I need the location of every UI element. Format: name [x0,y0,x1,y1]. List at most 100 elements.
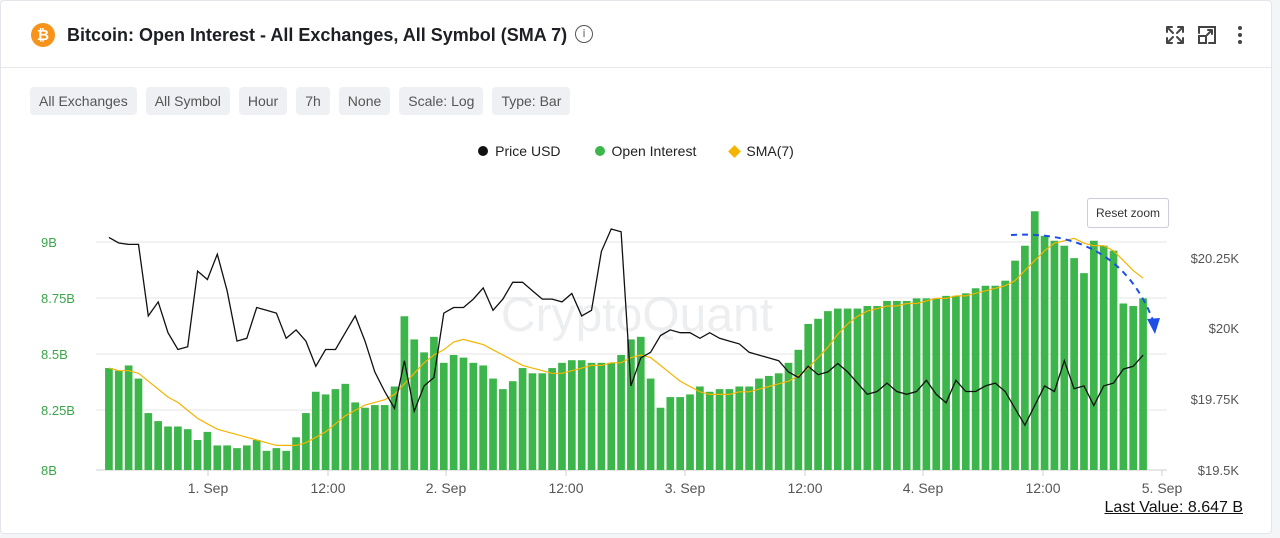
open-interest-bar[interactable] [1070,258,1078,470]
open-interest-bar[interactable] [893,300,901,470]
open-interest-bar[interactable] [390,386,399,470]
open-interest-bar[interactable] [242,445,251,470]
open-interest-bar[interactable] [272,448,281,470]
open-interest-bar[interactable] [1030,211,1039,470]
open-interest-bar[interactable] [351,402,359,470]
filter-range[interactable]: 7h [296,87,330,115]
filter-chart-type[interactable]: Type: Bar [492,87,571,115]
open-interest-bar[interactable] [617,354,625,470]
open-interest-bar[interactable] [469,362,478,470]
open-interest-bar[interactable] [410,339,419,470]
open-interest-bar[interactable] [371,405,379,470]
open-interest-bar[interactable] [942,295,950,470]
open-interest-bar[interactable] [252,440,261,470]
open-interest-bar[interactable] [1099,245,1108,470]
open-interest-bar[interactable] [459,357,468,470]
open-interest-bar[interactable] [627,339,635,470]
open-interest-bar[interactable] [183,429,192,470]
legend-item-price[interactable]: Price USD [478,143,561,159]
open-interest-bar[interactable] [764,375,773,470]
open-interest-bar[interactable] [735,386,744,470]
info-icon[interactable]: i [575,25,593,43]
open-interest-bar[interactable] [587,362,596,470]
open-interest-bar[interactable] [784,362,793,470]
open-interest-bar[interactable] [883,300,891,470]
open-interest-bar[interactable] [1001,280,1010,470]
open-interest-bar[interactable] [567,360,576,470]
open-interest-bar[interactable] [656,407,665,470]
open-interest-bar[interactable] [223,445,231,470]
open-interest-bar[interactable] [558,362,566,470]
open-interest-bar[interactable] [262,450,271,470]
open-interest-bar[interactable] [804,323,813,470]
open-interest-bar[interactable] [282,450,291,470]
open-interest-bar[interactable] [745,386,753,470]
open-interest-bar[interactable] [420,352,428,470]
open-interest-bar[interactable] [361,407,369,470]
open-interest-bar[interactable] [105,368,113,470]
open-interest-bar[interactable] [508,381,517,470]
open-interest-bar[interactable] [961,293,970,470]
open-interest-bar[interactable] [1040,235,1049,470]
open-interest-bar[interactable] [164,426,172,471]
open-interest-bar[interactable] [528,373,537,470]
open-interest-bar[interactable] [341,383,350,470]
open-interest-bar[interactable] [1109,250,1118,470]
filter-symbol[interactable]: All Symbol [145,87,230,115]
open-interest-bar[interactable] [154,421,163,470]
open-interest-bar[interactable] [449,354,458,470]
open-interest-bar[interactable] [479,365,488,470]
open-interest-bar[interactable] [311,391,320,470]
open-interest-bar[interactable] [1011,260,1019,470]
filter-scale[interactable]: Scale: Log [399,87,484,115]
open-interest-bar[interactable] [952,295,960,470]
open-interest-bar[interactable] [114,370,123,470]
open-interest-bar[interactable] [794,349,803,470]
open-interest-bar[interactable] [577,360,586,470]
open-interest-bar[interactable] [1060,245,1069,470]
open-interest-bar[interactable] [439,362,448,470]
open-interest-bar[interactable] [1119,303,1128,470]
open-interest-bar[interactable] [636,336,645,470]
open-interest-bar[interactable] [715,389,724,470]
open-interest-bar[interactable] [971,288,980,470]
open-interest-bar[interactable] [233,448,241,470]
open-interest-bar[interactable] [666,397,675,470]
open-interest-bar[interactable] [400,316,409,470]
open-interest-bar[interactable] [774,373,783,470]
open-interest-bar[interactable] [824,311,832,470]
legend-item-sma[interactable]: SMA(7) [728,143,794,159]
open-interest-bar[interactable] [814,318,822,470]
open-interest-bar[interactable] [193,440,202,470]
more-vertical-icon[interactable] [1228,23,1252,47]
open-interest-bar[interactable] [755,378,763,470]
open-interest-bar[interactable] [213,445,222,470]
open-interest-bar[interactable] [607,362,616,470]
open-interest-bar[interactable] [991,285,1000,470]
filter-window[interactable]: None [338,87,391,115]
open-interest-bar[interactable] [833,308,842,470]
open-interest-bar[interactable] [1050,240,1059,470]
legend-item-open-interest[interactable]: Open Interest [594,143,696,159]
open-interest-bar[interactable] [1139,298,1147,470]
open-interest-bar[interactable] [203,431,212,470]
open-interest-bar[interactable] [124,365,133,470]
open-interest-bar[interactable] [518,368,527,470]
open-interest-bar[interactable] [538,373,547,470]
open-interest-bar[interactable] [499,389,507,470]
open-interest-bar[interactable] [292,437,300,470]
filter-exchange[interactable]: All Exchanges [30,87,137,115]
open-interest-bar[interactable] [853,308,862,470]
open-interest-bar[interactable] [597,362,606,470]
open-interest-bar[interactable] [1129,306,1138,470]
open-interest-bar[interactable] [548,368,556,470]
open-interest-bar[interactable] [843,308,852,470]
open-interest-bar[interactable] [646,378,655,470]
open-interest-bar[interactable] [1021,245,1029,470]
open-interest-bar[interactable] [873,306,881,470]
open-interest-bar[interactable] [922,298,931,470]
open-interest-bar[interactable] [489,378,497,470]
open-interest-bar[interactable] [912,298,921,470]
expand-icon[interactable] [1163,23,1187,47]
open-interest-bar[interactable] [1080,273,1088,470]
